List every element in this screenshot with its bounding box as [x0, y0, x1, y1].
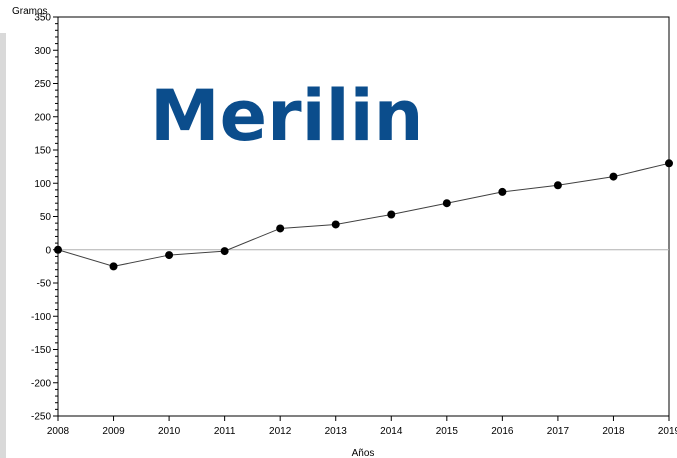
x-tick-label: 2011	[214, 426, 236, 437]
y-axis-title: Gramos	[12, 6, 48, 17]
y-tick-label: 200	[34, 112, 51, 123]
x-tick-label: 2016	[491, 426, 514, 437]
data-point	[109, 262, 118, 271]
data-point	[553, 181, 562, 190]
x-axis-title: Años	[352, 448, 375, 458]
x-tick-label: 2018	[602, 426, 625, 437]
x-tick-label: 2008	[47, 426, 70, 437]
x-tick-label: 2015	[436, 426, 459, 437]
y-tick-label: -150	[31, 345, 51, 356]
y-tick-label: 150	[34, 146, 51, 157]
data-point	[331, 220, 340, 229]
data-point	[442, 199, 451, 208]
x-tick-label: 2012	[269, 426, 292, 437]
x-tick-label: 2013	[325, 426, 348, 437]
left-strip	[0, 33, 6, 458]
x-tick-label: 2010	[158, 426, 181, 437]
y-tick-label: 0	[45, 245, 51, 256]
x-axis: 2008 2009 2010 2011 2012 2013 2014 2015 2016 2017…	[47, 416, 677, 437]
data-point	[609, 172, 618, 181]
data-point	[276, 224, 285, 233]
x-tick-label: 2014	[380, 426, 403, 437]
y-tick-label: 100	[34, 179, 51, 190]
y-tick-label: 250	[34, 79, 51, 90]
series-line	[57, 162, 670, 267]
y-tick-label: -50	[37, 279, 52, 290]
data-point	[498, 187, 507, 196]
y-tick-label: -100	[31, 312, 51, 323]
x-tick-label: 2019	[658, 426, 677, 437]
x-tick-label: 2009	[102, 426, 125, 437]
y-tick-label: 350	[34, 13, 51, 24]
data-point	[54, 245, 62, 254]
chart-title: Merilin	[150, 75, 423, 157]
data-point	[220, 247, 229, 256]
y-tick-label: 300	[34, 46, 51, 57]
data-point	[165, 251, 174, 260]
data-point	[387, 210, 396, 219]
y-tick-label: -250	[31, 412, 51, 423]
y-tick-label: 50	[40, 212, 52, 223]
x-tick-label: 2017	[547, 426, 570, 437]
y-tick-label: -200	[31, 378, 51, 389]
data-point	[665, 159, 673, 168]
y-axis: 350 300 250 200 150 100 50 0 -50 -100 -150 -200 -250	[31, 13, 58, 423]
series-merilin	[54, 159, 673, 271]
